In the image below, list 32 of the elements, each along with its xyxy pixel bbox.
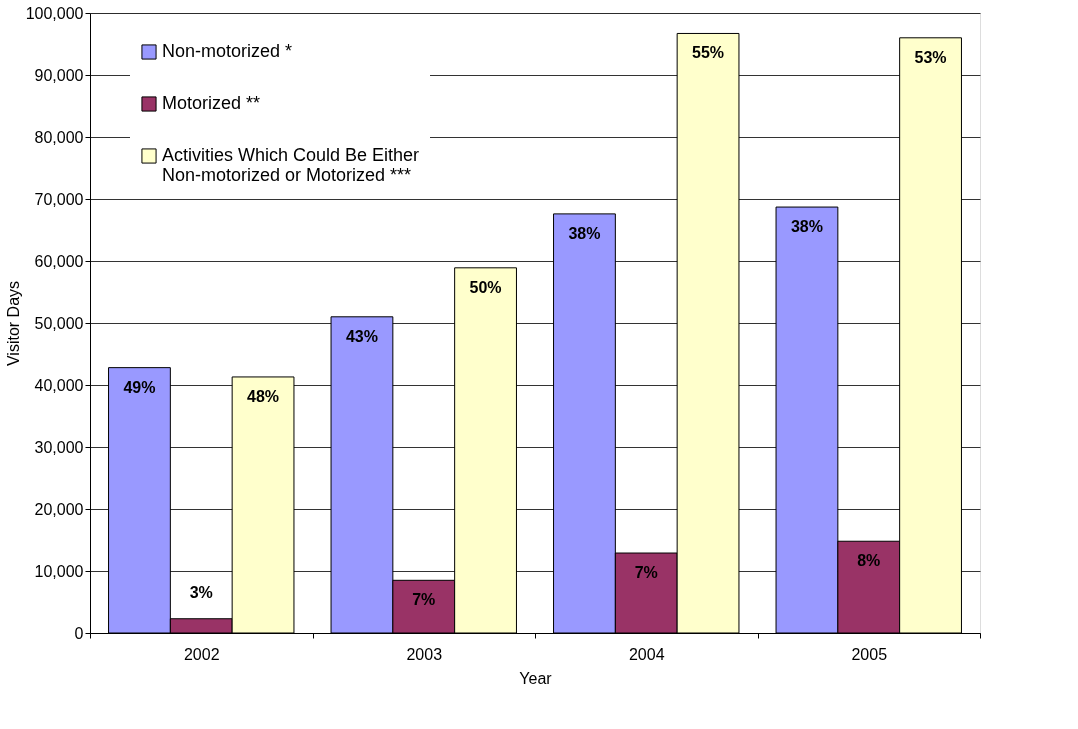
y-tick-label: 20,000 <box>34 500 84 518</box>
annotation: 8% <box>857 552 881 570</box>
x-tick-label: 2002 <box>183 645 220 663</box>
y-tick-label: 70,000 <box>34 190 84 208</box>
x-tick-label: 2005 <box>851 645 888 663</box>
x-axis-title: Year <box>519 669 553 687</box>
annotation: 53% <box>914 48 947 66</box>
legend-label: Activities Which Could Be Either Non-motorized or Motorized *** <box>162 145 420 185</box>
annotation: 55% <box>692 44 725 62</box>
y-tick-label: 10,000 <box>34 562 84 580</box>
x-tick-label: 2004 <box>628 645 665 663</box>
annotation: 49% <box>123 378 156 396</box>
y-tick-label: 90,000 <box>34 66 84 84</box>
annotation: 7% <box>412 591 436 609</box>
annotation: 38% <box>790 218 823 236</box>
y-axis-title: Visitor Days <box>4 280 22 367</box>
y-tick-label: 60,000 <box>34 252 84 270</box>
y-tick-label: 30,000 <box>34 438 84 456</box>
legend-label: Non-motorized * <box>162 41 293 61</box>
annotation: 48% <box>247 387 280 405</box>
y-tick-label: 40,000 <box>34 376 84 394</box>
annotation: 38% <box>568 224 601 242</box>
y-tick-label: 80,000 <box>34 128 84 146</box>
y-tick-label: 0 <box>74 624 84 642</box>
annotation: 43% <box>345 327 378 345</box>
annotation: 3% <box>189 583 213 601</box>
y-tick-label: 50,000 <box>34 314 84 332</box>
x-tick-label: 2003 <box>406 645 443 663</box>
y-tick-label: 100,000 <box>25 4 84 22</box>
legend-label: Motorized ** <box>162 93 261 113</box>
annotation: 7% <box>634 564 658 582</box>
annotation: 50% <box>469 278 502 296</box>
